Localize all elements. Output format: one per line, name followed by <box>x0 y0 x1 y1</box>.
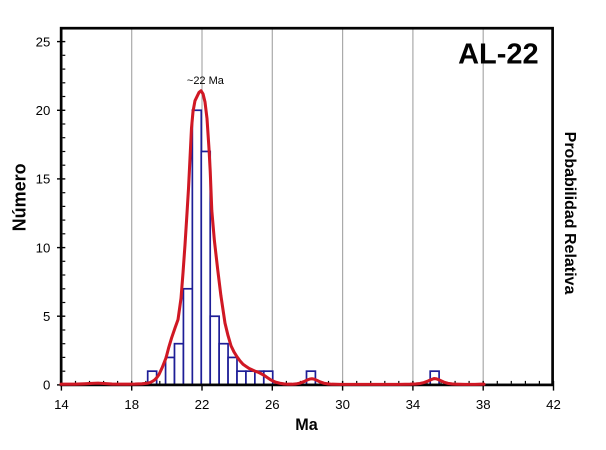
svg-text:15: 15 <box>36 172 51 187</box>
svg-text:Número: Número <box>10 163 30 231</box>
svg-text:AL-22: AL-22 <box>458 38 539 70</box>
svg-text:26: 26 <box>265 397 280 412</box>
svg-text:30: 30 <box>335 397 350 412</box>
svg-text:34: 34 <box>406 397 421 412</box>
svg-text:10: 10 <box>36 240 51 255</box>
svg-text:14: 14 <box>54 397 69 412</box>
svg-text:Probabilidad Relativa: Probabilidad Relativa <box>561 132 578 295</box>
svg-text:0: 0 <box>43 378 50 393</box>
svg-text:22: 22 <box>195 397 210 412</box>
svg-text:Ma: Ma <box>295 416 318 434</box>
svg-text:42: 42 <box>546 397 561 412</box>
svg-text:18: 18 <box>124 397 139 412</box>
svg-text:5: 5 <box>43 309 50 324</box>
svg-text:20: 20 <box>36 103 51 118</box>
svg-text:25: 25 <box>36 34 51 49</box>
svg-text:~22 Ma: ~22 Ma <box>187 75 225 87</box>
svg-text:38: 38 <box>476 397 491 412</box>
